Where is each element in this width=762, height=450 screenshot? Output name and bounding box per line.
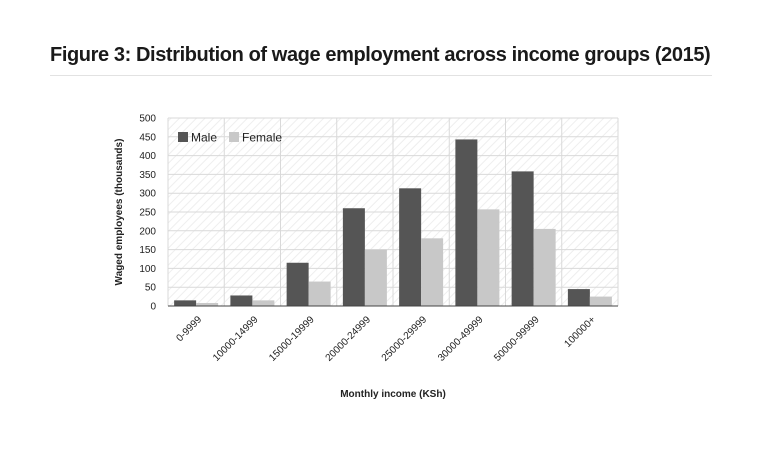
x-tick-label: 20000-24999 <box>324 314 374 364</box>
y-tick-label: 200 <box>139 226 156 237</box>
y-tick-label: 100 <box>139 264 156 275</box>
bar-male-30000-49999 <box>455 139 478 306</box>
bar-female-15000-19999 <box>308 281 331 306</box>
y-tick-label: 350 <box>139 170 156 181</box>
y-tick-label: 250 <box>139 208 156 219</box>
bar-male-100000+ <box>567 289 590 306</box>
x-tick-label: 0-9999 <box>174 314 204 344</box>
x-tick-label: 50000-99999 <box>492 314 542 364</box>
y-tick-label: 500 <box>139 114 156 125</box>
legend-label-female: Female <box>242 131 282 145</box>
bar-female-30000-49999 <box>477 209 500 306</box>
bar-male-25000-29999 <box>399 188 422 306</box>
bar-male-10000-14999 <box>230 295 253 306</box>
y-tick-label: 150 <box>139 245 156 256</box>
bar-female-10000-14999 <box>252 300 275 306</box>
bar-female-20000-24999 <box>364 249 387 306</box>
x-axis-title: Monthly income (KSh) <box>340 389 446 400</box>
title-divider <box>50 75 712 76</box>
y-tick-label: 50 <box>145 283 157 294</box>
gridlines <box>167 117 619 306</box>
legend-swatch-male <box>178 132 188 142</box>
legend-swatch-female <box>229 132 240 142</box>
y-axis-title: Waged employees (thousands) <box>114 139 125 286</box>
x-tick-label: 30000-49999 <box>436 314 486 364</box>
bar-male-50000-99999 <box>511 171 534 306</box>
bar-female-100000+ <box>589 296 612 306</box>
y-axis-ticks: 0 50 100 150 200 250 300 350 400 450 500 <box>139 114 156 313</box>
bar-female-0-9999 <box>196 302 219 306</box>
x-tick-label: 10000-14999 <box>211 314 261 364</box>
x-axis-ticks: 0-9999 10000-14999 15000-19999 20000-24999 2… <box>174 314 598 364</box>
x-tick-label: 15000-19999 <box>267 314 317 364</box>
x-tick-label: 25000-29999 <box>380 314 430 364</box>
bar-female-50000-99999 <box>533 228 556 306</box>
y-tick-label: 450 <box>139 132 156 143</box>
y-tick-label: 400 <box>139 151 156 162</box>
bar-female-25000-29999 <box>421 238 444 306</box>
legend: Male Female <box>178 131 282 145</box>
figure-title: Figure 3: Distribution of wage employmen… <box>50 44 711 66</box>
x-tick-label: 100000+ <box>563 314 599 350</box>
legend-label-male: Male <box>191 131 217 145</box>
bars <box>174 139 612 306</box>
bar-male-0-9999 <box>174 300 197 306</box>
bar-male-20000-24999 <box>342 208 365 306</box>
bar-male-15000-19999 <box>286 262 309 306</box>
y-tick-label: 300 <box>139 189 156 200</box>
y-tick-label: 0 <box>150 302 156 313</box>
